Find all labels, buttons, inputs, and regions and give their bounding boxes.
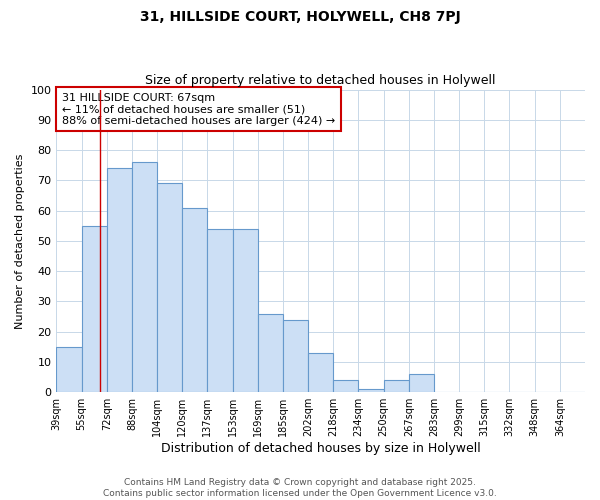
Bar [258,314,283,392]
Bar [383,380,409,392]
Bar [283,320,308,392]
Bar [132,162,157,392]
Bar [208,229,233,392]
Bar [182,208,208,392]
Text: Contains HM Land Registry data © Crown copyright and database right 2025.
Contai: Contains HM Land Registry data © Crown c… [103,478,497,498]
Bar [409,374,434,392]
X-axis label: Distribution of detached houses by size in Holywell: Distribution of detached houses by size … [161,442,481,455]
Bar [333,380,358,392]
Bar [233,229,258,392]
Y-axis label: Number of detached properties: Number of detached properties [15,153,25,328]
Bar [308,353,333,392]
Bar [358,389,383,392]
Bar [82,226,107,392]
Title: Size of property relative to detached houses in Holywell: Size of property relative to detached ho… [145,74,496,87]
Text: 31, HILLSIDE COURT, HOLYWELL, CH8 7PJ: 31, HILLSIDE COURT, HOLYWELL, CH8 7PJ [140,10,460,24]
Text: 31 HILLSIDE COURT: 67sqm
← 11% of detached houses are smaller (51)
88% of semi-d: 31 HILLSIDE COURT: 67sqm ← 11% of detach… [62,92,335,126]
Bar [107,168,132,392]
Bar [56,347,82,392]
Bar [157,184,182,392]
